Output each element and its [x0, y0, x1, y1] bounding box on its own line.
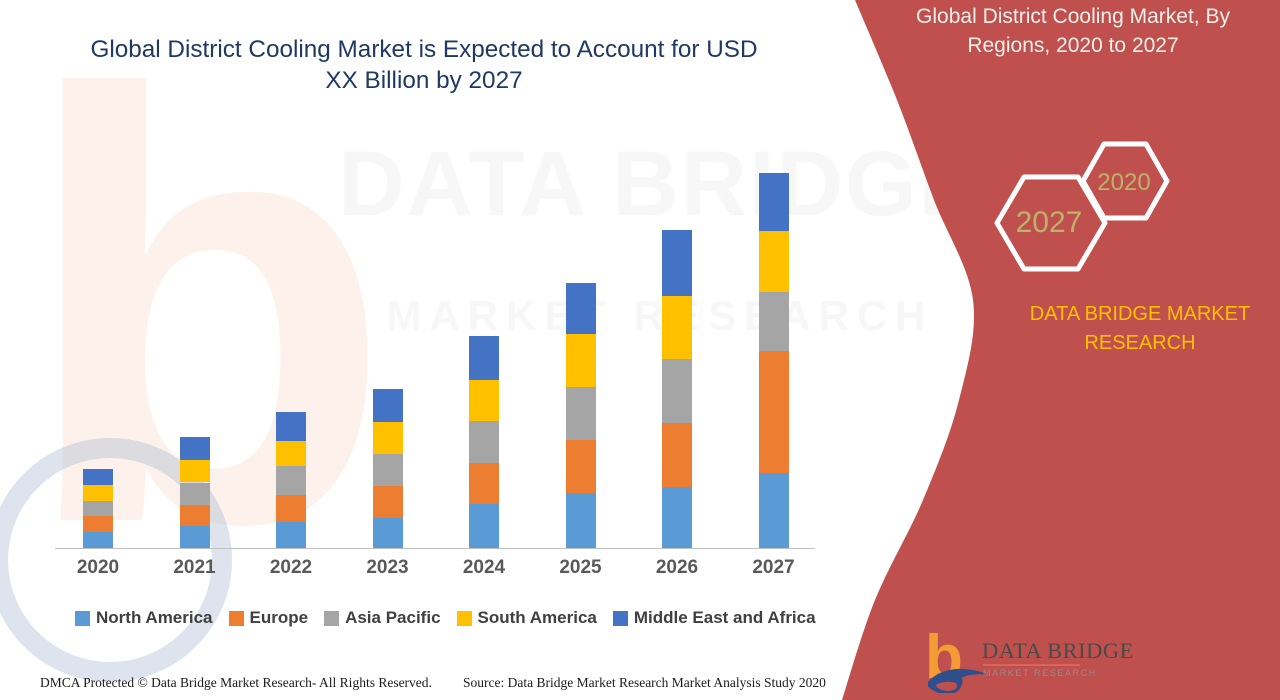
svg-text:MARKET RESEARCH: MARKET RESEARCH [983, 668, 1097, 678]
svg-text:2027: 2027 [1016, 206, 1083, 239]
svg-text:2020: 2020 [1097, 169, 1150, 196]
svg-text:DATA BRIDGE: DATA BRIDGE [982, 638, 1134, 663]
